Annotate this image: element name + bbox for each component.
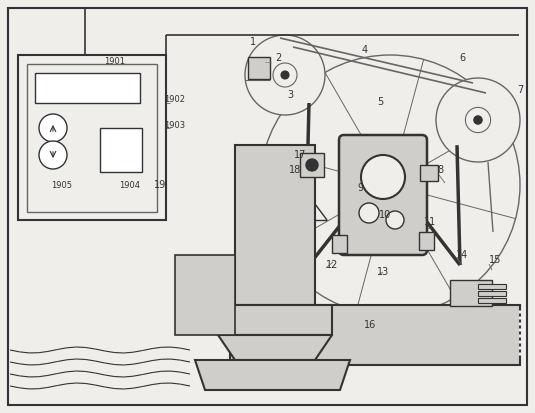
Circle shape xyxy=(359,203,379,223)
Text: —: — xyxy=(264,59,271,65)
Bar xyxy=(478,291,506,296)
Bar xyxy=(218,305,332,335)
Text: 1: 1 xyxy=(250,37,256,47)
Text: 14: 14 xyxy=(456,250,468,260)
Text: 11: 11 xyxy=(424,217,436,227)
Bar xyxy=(18,55,166,220)
Text: 16: 16 xyxy=(364,320,376,330)
Bar xyxy=(100,128,142,172)
Text: 17: 17 xyxy=(294,150,306,160)
Circle shape xyxy=(474,116,482,124)
Bar xyxy=(175,255,235,335)
Text: 10: 10 xyxy=(379,210,391,220)
Text: 7: 7 xyxy=(517,85,523,95)
Bar xyxy=(478,298,506,303)
Circle shape xyxy=(465,107,491,133)
Text: 12: 12 xyxy=(326,260,338,270)
Bar xyxy=(235,145,315,305)
Bar xyxy=(420,165,438,181)
Text: 1901: 1901 xyxy=(104,57,126,66)
Circle shape xyxy=(357,152,423,218)
Text: 1904: 1904 xyxy=(119,180,141,190)
Bar xyxy=(332,235,347,253)
Text: 15: 15 xyxy=(489,255,501,265)
Circle shape xyxy=(306,159,318,171)
Bar xyxy=(27,64,157,212)
Polygon shape xyxy=(195,360,350,390)
Text: 4: 4 xyxy=(362,45,368,55)
Text: 1902: 1902 xyxy=(164,95,186,104)
Text: 1903: 1903 xyxy=(164,121,186,130)
Bar xyxy=(230,305,520,365)
Bar xyxy=(300,153,324,177)
Circle shape xyxy=(436,78,520,162)
Circle shape xyxy=(281,71,289,79)
Circle shape xyxy=(386,211,404,229)
Circle shape xyxy=(361,155,405,199)
Text: 1905: 1905 xyxy=(51,180,73,190)
Text: 6: 6 xyxy=(459,53,465,63)
Circle shape xyxy=(39,114,67,142)
Text: 9: 9 xyxy=(357,183,363,193)
Circle shape xyxy=(260,55,520,315)
FancyBboxPatch shape xyxy=(339,135,427,255)
Text: 19: 19 xyxy=(154,180,166,190)
Bar xyxy=(35,73,140,103)
Text: 13: 13 xyxy=(377,267,389,277)
Bar xyxy=(478,284,506,289)
Text: 8: 8 xyxy=(437,165,443,175)
Text: 3: 3 xyxy=(287,90,293,100)
Circle shape xyxy=(273,63,297,87)
Circle shape xyxy=(39,141,67,169)
Text: 5: 5 xyxy=(377,97,383,107)
Text: 2: 2 xyxy=(275,53,281,63)
Bar xyxy=(419,232,434,250)
Polygon shape xyxy=(218,335,332,360)
Bar xyxy=(450,280,492,306)
Bar xyxy=(248,57,270,79)
Text: 18: 18 xyxy=(289,165,301,175)
Circle shape xyxy=(245,35,325,115)
